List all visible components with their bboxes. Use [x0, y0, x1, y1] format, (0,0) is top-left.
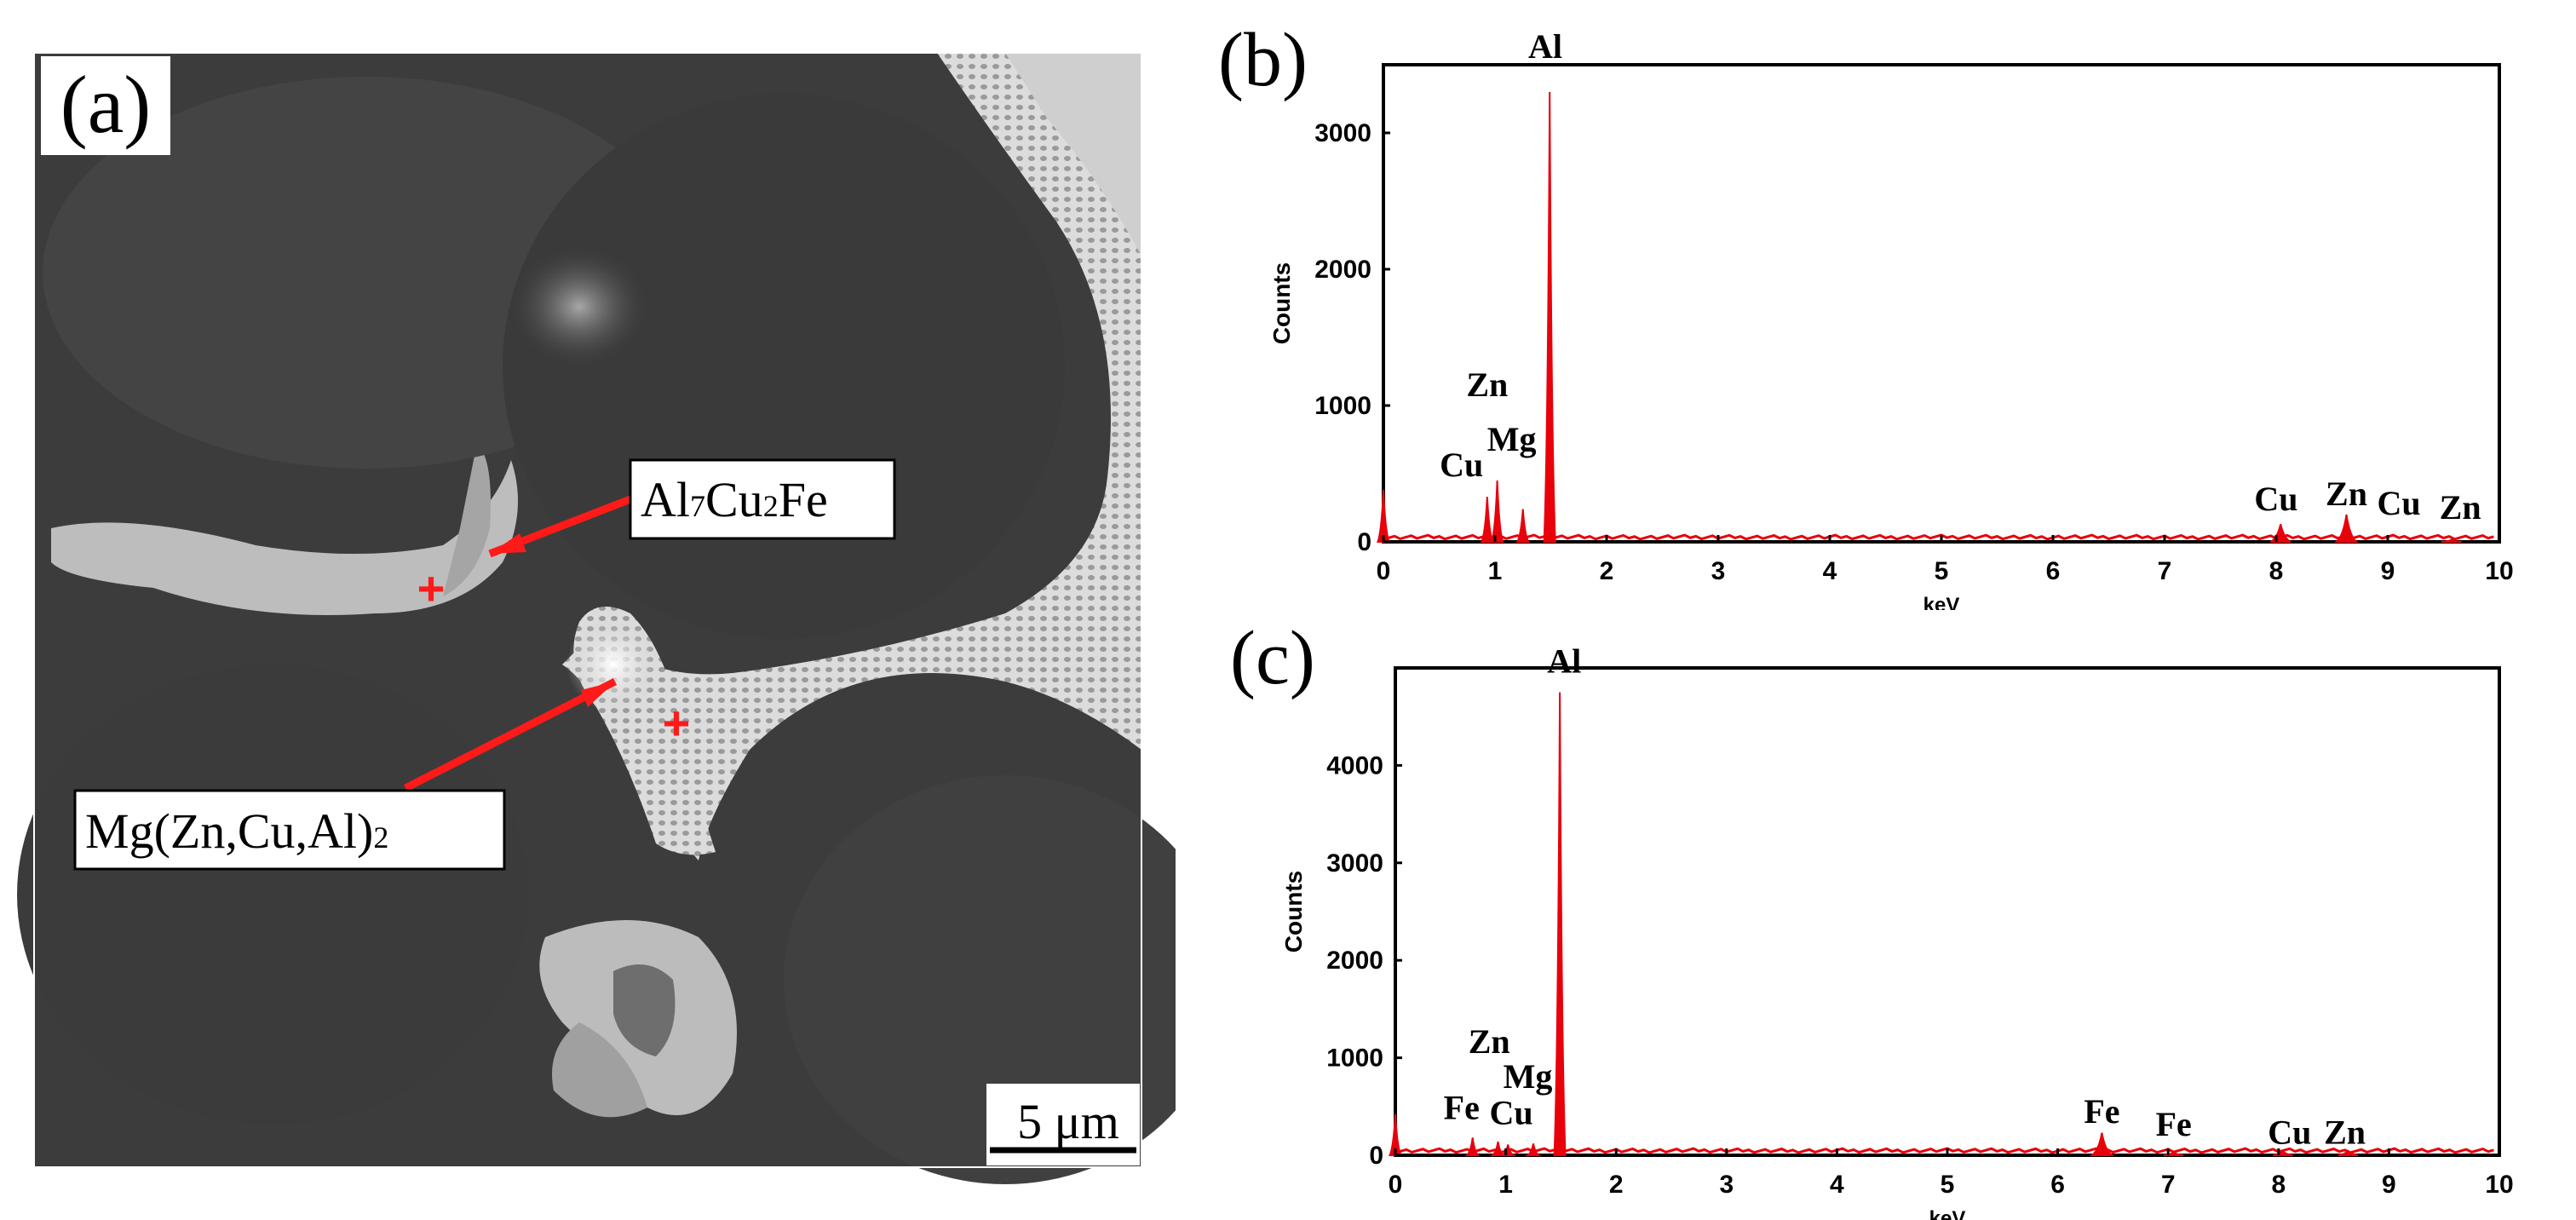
peak-label: Cu — [2254, 480, 2297, 518]
grain — [784, 775, 1176, 1184]
spectrum-peak — [1377, 490, 1390, 543]
peak-label: Cu — [1490, 1093, 1533, 1131]
peak-label: Al — [1547, 642, 1581, 681]
spectrum-peak — [1553, 692, 1567, 1156]
peak-label: Fe — [2156, 1105, 2192, 1143]
x-tick-label: 9 — [2381, 557, 2395, 585]
y-axis-label: Counts — [1268, 262, 1295, 344]
y-tick-label: 2000 — [1326, 947, 1383, 975]
peak-label: Fe — [1444, 1089, 1480, 1127]
sem-micrograph: (a) Al7Cu2Fe + Mg(Zn,Cu,Al)2 + 5 μm — [17, 52, 1176, 1184]
baseline-trace — [1383, 533, 2494, 541]
spectrum-peak — [1490, 480, 1504, 543]
x-tick-label: 10 — [2485, 557, 2513, 585]
annotation-al7cu2fe: Al7Cu2Fe — [488, 458, 896, 558]
y-tick-label: 1000 — [1314, 392, 1371, 420]
y-tick-label: 0 — [1369, 1142, 1383, 1170]
panel-label-b: (b) — [1218, 18, 1308, 102]
intermetallic-network — [51, 53, 1141, 1118]
peak-label: Zn — [2440, 488, 2481, 527]
spectrum-peak — [2333, 514, 2360, 543]
plot-frame — [1382, 63, 2501, 544]
baseline-trace — [1394, 1147, 2494, 1154]
x-tick-label: 6 — [2050, 1171, 2065, 1199]
y-tick-label: 3000 — [1326, 849, 1383, 878]
x-tick-label: 6 — [2046, 557, 2061, 585]
x-tick-label: 3 — [1719, 1171, 1734, 1199]
bright-spot — [511, 247, 647, 366]
y-tick-label: 3000 — [1314, 119, 1371, 147]
spectrum-peak — [1490, 1141, 1507, 1156]
y-tick-label: 2000 — [1314, 256, 1371, 284]
peak-label: Zn — [1469, 1022, 1510, 1061]
peak-label: Cu — [2268, 1113, 2311, 1151]
peak-label: Al — [1528, 27, 1562, 66]
x-tick-label: 5 — [1935, 557, 1949, 585]
x-tick-label: 9 — [2382, 1171, 2396, 1199]
x-tick-label: 4 — [1823, 557, 1837, 585]
x-tick-label: 8 — [2271, 1171, 2286, 1199]
eds-spectrum-b: (b) 0 1 2 3 4 5 6 7 8 9 10 0 1000 2000 3000 keV Counts Zn… — [1218, 18, 2514, 610]
grain — [503, 94, 1065, 639]
panel-label-box — [41, 56, 170, 155]
x-tick-label: 1 — [1488, 557, 1503, 585]
x-tick-label: 1 — [1498, 1171, 1513, 1199]
peak-label: Mg — [1504, 1057, 1553, 1096]
x-tick-label: 5 — [1941, 1171, 1955, 1199]
annotation-mg-phase: Mg(Zn,Cu,Al)2 — [73, 677, 618, 871]
peak-label: Mg — [1487, 420, 1537, 458]
panel-label-c: (c) — [1230, 616, 1315, 700]
svg-text:Mg(Zn,Cu,Al)2: Mg(Zn,Cu,Al)2 — [85, 803, 388, 859]
x-tick-label: 4 — [1830, 1171, 1844, 1199]
y-axis-label: Counts — [1280, 871, 1307, 952]
spectrum-peak — [1543, 91, 1556, 543]
spectrum-peak — [1515, 509, 1531, 543]
spectrum-peak — [1525, 1143, 1542, 1156]
spectrum-peak — [2441, 538, 2462, 543]
plot-frame — [1394, 666, 2501, 1157]
spot-marker: + — [663, 696, 691, 750]
peak-label: Cu — [2378, 484, 2421, 522]
spectrum-peak — [2089, 1132, 2115, 1156]
spectrum-peak — [2337, 1149, 2359, 1156]
x-tick-label: 0 — [1377, 557, 1391, 585]
x-tick-label: 2 — [1600, 557, 1614, 585]
x-tick-label: 2 — [1609, 1171, 1624, 1199]
scale-bar-label: 5 μm — [1017, 1094, 1119, 1149]
x-tick-label: 8 — [2269, 557, 2284, 585]
peak-label: Zn — [2324, 1113, 2366, 1151]
x-tick-label: 7 — [2158, 557, 2172, 585]
peak-label: Zn — [1466, 365, 1508, 404]
x-tick-label: 7 — [2161, 1171, 2176, 1199]
eds-spectrum-c: (c) 0 1 2 3 4 5 6 7 8 9 10 0 1000 2000 3000 4000 keV Coun… — [1230, 616, 2514, 1220]
grain — [17, 665, 528, 1125]
peak-label: Fe — [2084, 1092, 2119, 1131]
plot-area: 0 1 2 3 4 5 6 7 8 9 10 0 1000 2000 3000 4000 keV Counts Zn… — [1280, 642, 2514, 1220]
svg-text:Al7Cu2Fe: Al7Cu2Fe — [641, 472, 828, 527]
spot-marker: + — [417, 561, 446, 615]
x-axis-label: keV — [1923, 594, 1960, 610]
panel-label-a: (a) — [60, 59, 152, 150]
y-tick-label: 0 — [1357, 528, 1371, 556]
x-tick-label: 0 — [1389, 1171, 1403, 1199]
peak-label: Zn — [2326, 475, 2367, 513]
plot-area: 0 1 2 3 4 5 6 7 8 9 100100020003000keVCountsZnCuMg… — [1268, 27, 2514, 610]
spectrum-peak — [1480, 497, 1494, 543]
y-tick-label: 1000 — [1326, 1044, 1383, 1073]
x-axis-label: keV — [1929, 1207, 1966, 1220]
x-tick-label: 10 — [2485, 1171, 2513, 1199]
image-frame — [33, 52, 1142, 1168]
y-tick-label: 4000 — [1326, 751, 1383, 780]
spectrum-peak — [1464, 1137, 1481, 1156]
peak-label: Cu — [1440, 446, 1483, 484]
x-tick-label: 3 — [1711, 557, 1726, 585]
spectrum-peak — [1388, 1114, 1403, 1156]
